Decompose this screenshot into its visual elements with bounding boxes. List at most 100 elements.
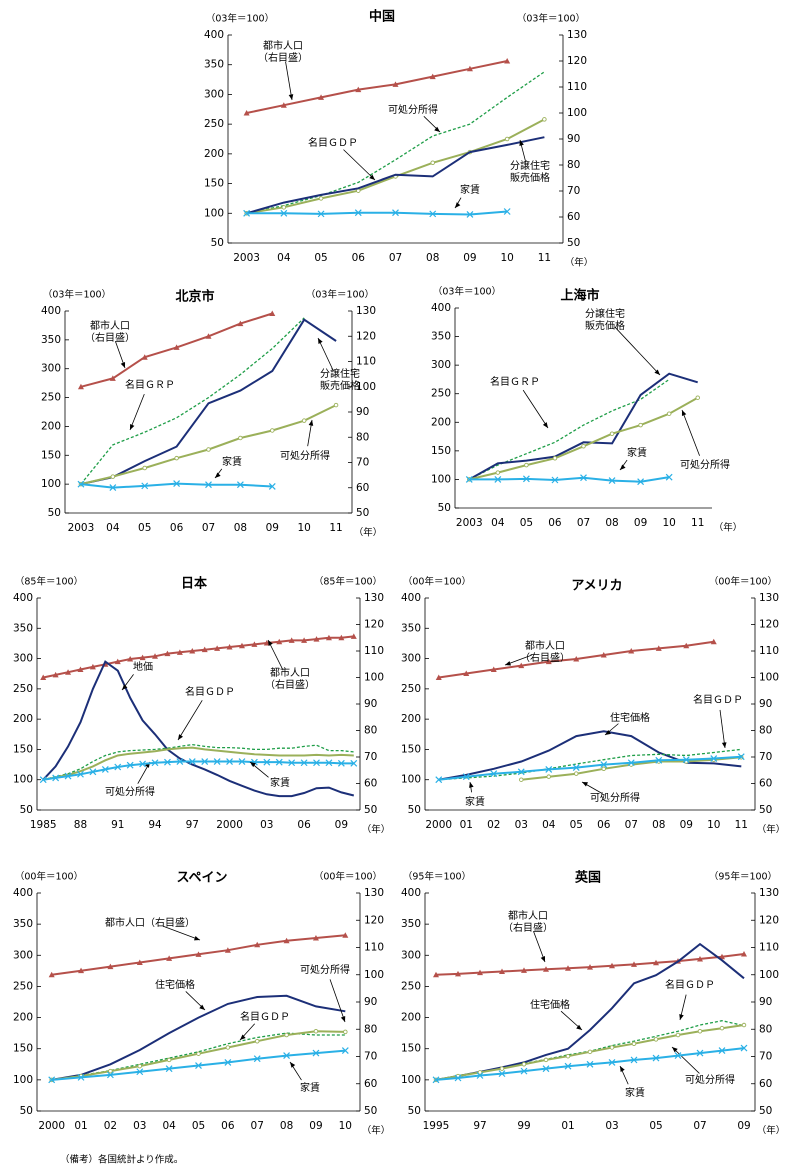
marker <box>226 758 233 765</box>
chart-title: 上海市 <box>560 288 599 304</box>
arrow-head <box>582 782 588 787</box>
y-tick-label: 400 <box>401 592 421 604</box>
x-tick-label: 94 <box>148 819 162 831</box>
marker <box>243 110 250 116</box>
series-line <box>469 476 670 483</box>
arrow-head <box>542 422 548 428</box>
arrow-head <box>721 742 727 748</box>
marker <box>39 776 47 784</box>
y2-tick-label: 90 <box>759 996 772 1008</box>
y2-tick-label: 110 <box>759 942 779 954</box>
marker <box>435 776 443 784</box>
y-tick-label: 250 <box>401 980 421 992</box>
x-tick-label: 07 <box>202 522 215 534</box>
y-unit: （85年＝100） <box>15 576 83 588</box>
marker <box>631 961 637 967</box>
marker <box>313 1029 319 1034</box>
series-line <box>468 372 698 481</box>
chart: 中国 （03年＝100） （03年＝100） （年） 50 100 150 200 250 300… <box>204 9 593 269</box>
marker <box>697 1029 703 1034</box>
x-tick-label: 08 <box>280 1120 293 1132</box>
x-tick-label: 06 <box>548 517 562 529</box>
marker <box>695 395 700 400</box>
marker <box>77 770 84 778</box>
marker <box>141 482 149 490</box>
x-tick-label: 09 <box>634 517 647 529</box>
marker <box>166 1057 172 1063</box>
series-label: 家賃 <box>465 795 485 808</box>
marker <box>268 483 276 490</box>
marker <box>263 640 270 646</box>
x-tick-label: 04 <box>106 522 120 534</box>
y2-tick-label: 60 <box>364 778 377 790</box>
arrow-head <box>268 640 273 646</box>
y-unit: （95年＝100） <box>403 871 471 883</box>
y-tick-label: 400 <box>41 305 61 317</box>
y2-unit: （03年＝100） <box>306 289 374 301</box>
marker <box>224 1058 232 1066</box>
marker <box>52 774 60 782</box>
x-tick-label: 05 <box>192 1120 205 1132</box>
marker <box>312 934 319 941</box>
y2-tick-label: 50 <box>759 804 772 816</box>
x-tick-label: 07 <box>693 1120 706 1132</box>
y2-tick-label: 130 <box>364 592 384 604</box>
x-tick-label: 04 <box>491 517 505 529</box>
x-tick-label: 10 <box>500 252 513 264</box>
marker <box>164 650 171 657</box>
marker <box>710 755 718 762</box>
marker <box>545 658 552 665</box>
series-line <box>246 118 545 215</box>
y2-tick-label: 70 <box>364 751 377 763</box>
marker <box>317 210 325 218</box>
x-tick-label: 2003 <box>456 517 483 529</box>
chart-title: 英国 <box>574 870 601 886</box>
series-line <box>469 378 670 480</box>
marker <box>280 209 288 217</box>
marker <box>682 756 690 764</box>
y2-tick-label: 130 <box>364 887 384 899</box>
y-tick-label: 50 <box>211 237 224 249</box>
arrow <box>177 700 203 741</box>
marker <box>499 1066 505 1071</box>
x-tick-label: 97 <box>186 819 199 831</box>
arrow-head <box>576 1024 582 1030</box>
marker <box>495 470 501 475</box>
x-tick-label: 11 <box>691 517 704 529</box>
y-tick-label: 300 <box>431 359 451 371</box>
arrow-head <box>308 420 314 426</box>
marker <box>40 674 47 680</box>
marker <box>477 969 483 976</box>
y2-tick-label: 120 <box>364 619 384 631</box>
y2-tick-label: 70 <box>567 185 580 197</box>
y-tick-label: 200 <box>41 420 61 432</box>
y-tick-label: 150 <box>13 743 33 755</box>
arrow-head <box>672 1047 678 1053</box>
series-label: 分譲住宅販売価格 <box>510 159 550 184</box>
marker <box>524 462 529 468</box>
marker <box>719 1025 725 1031</box>
y2-tick-label: 110 <box>759 645 779 657</box>
marker <box>276 638 283 645</box>
marker <box>251 641 258 647</box>
y2-tick-label: 110 <box>356 356 376 368</box>
series-line <box>438 755 742 781</box>
marker <box>188 758 196 765</box>
marker <box>601 766 607 772</box>
y2-tick-label: 110 <box>364 645 384 657</box>
y2-tick-label: 70 <box>356 457 369 469</box>
marker <box>574 771 579 776</box>
marker <box>697 955 703 962</box>
arrow-head <box>122 684 128 690</box>
arrow-head <box>240 1034 246 1040</box>
arrow-head <box>434 126 440 132</box>
y2-tick-label: 70 <box>759 1051 772 1063</box>
series-line <box>42 635 354 679</box>
marker <box>226 644 233 650</box>
arrow <box>671 1046 700 1074</box>
y-tick-label: 100 <box>401 1074 421 1086</box>
marker <box>238 642 245 649</box>
note: （備考）各国統計より作成。 <box>60 1154 183 1166</box>
y-tick-label: 350 <box>204 59 224 71</box>
y-tick-label: 50 <box>20 804 33 816</box>
